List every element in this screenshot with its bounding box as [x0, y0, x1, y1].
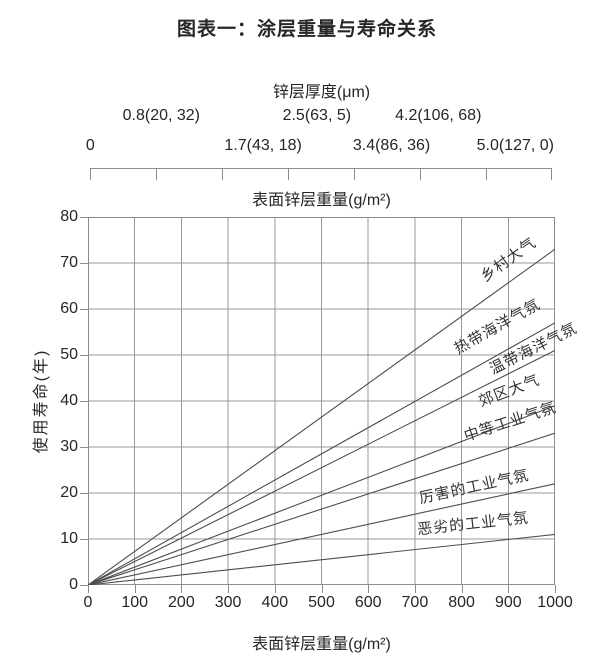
- y-tick-mark: [80, 217, 88, 218]
- ruler-tick-mark: [288, 169, 289, 180]
- y-tick-mark: [80, 585, 88, 586]
- x-tick-label: 900: [494, 594, 522, 611]
- plot-svg: [87, 217, 556, 586]
- thickness-tick-label: 2.5(63, 5): [282, 107, 352, 124]
- ruler-tick-mark: [90, 169, 91, 180]
- x-tick-label: 0: [83, 594, 93, 611]
- x-tick-mark: [555, 585, 556, 593]
- chart-title: 图表一：涂层重量与寿命关系: [176, 19, 437, 40]
- x-tick-label: 500: [308, 594, 335, 611]
- x-tick-mark: [414, 585, 416, 593]
- x-tick-label: 700: [401, 594, 429, 611]
- plot-border: [88, 217, 555, 585]
- y-tick-mark: [80, 309, 88, 310]
- x-tick-mark: [274, 585, 276, 593]
- x-tick-label: 1000: [537, 594, 573, 611]
- ruler-tick-mark: [420, 169, 421, 180]
- series-line-0: [87, 248, 556, 586]
- y-tick-mark: [80, 401, 88, 402]
- thickness-ruler: [90, 168, 552, 181]
- y-tick-mark: [80, 447, 88, 448]
- ruler-tick-mark: [354, 169, 355, 180]
- x-tick-mark: [461, 585, 463, 593]
- y-tick-label: 20: [60, 484, 78, 501]
- series-line-4: [87, 432, 556, 586]
- series-line-5: [87, 483, 556, 586]
- x-tick-label: 200: [168, 594, 195, 611]
- ruler-tick-mark: [222, 169, 223, 180]
- series-line-3: [87, 405, 556, 586]
- x-tick-label: 300: [214, 594, 242, 611]
- y-tick-label: 0: [69, 576, 78, 593]
- thickness-tick-label: 3.4(86, 36): [352, 137, 431, 154]
- y-axis-title: 使用寿命(年): [33, 348, 50, 454]
- y-tick-label: 50: [60, 346, 78, 363]
- series-line-6: [87, 533, 556, 586]
- y-tick-mark: [80, 539, 88, 540]
- y-tick-mark: [80, 355, 88, 356]
- x-tick-mark: [181, 585, 183, 593]
- y-tick-label: 70: [60, 254, 78, 271]
- thickness-tick-label: 0.8(20, 32): [122, 107, 201, 124]
- ruler-tick-mark: [156, 169, 157, 180]
- thickness-tick-label: 1.7(43, 18): [224, 137, 302, 154]
- y-tick-label: 60: [60, 300, 78, 317]
- thickness-tick-label: 4.2(106, 68): [395, 107, 482, 124]
- x-tick-mark: [88, 585, 89, 593]
- ruler-tick-mark: [486, 169, 487, 180]
- x-tick-mark: [134, 585, 136, 593]
- y-tick-label: 10: [60, 530, 78, 547]
- x-tick-mark: [228, 585, 230, 593]
- thickness-label-row-upper: 0.8(20, 32) 2.5(63, 5) 4.2(106, 68): [88, 107, 555, 127]
- y-tick-label: 80: [60, 208, 78, 225]
- x-axis-title: 表面锌层重量(g/m²): [252, 636, 391, 653]
- y-tick-mark: [80, 493, 88, 494]
- thickness-tick-label: 0: [85, 137, 95, 154]
- x-tick-mark: [368, 585, 370, 593]
- thickness-tick-label: 5.0(127, 0): [476, 137, 554, 154]
- thickness-label-row-lower: 0 1.7(43, 18) 3.4(86, 36) 5.0(127, 0): [85, 137, 555, 157]
- x-tick-label: 400: [261, 594, 289, 611]
- secondary-axis-title: 锌层厚度(μm): [272, 84, 371, 101]
- top-weight-axis-title: 表面锌层重量(g/m²): [252, 192, 391, 209]
- x-tick-label: 600: [354, 594, 382, 611]
- y-tick-mark: [80, 263, 88, 264]
- series-line-2: [87, 349, 556, 586]
- plot-area: 乡村大气 热带海洋气氛 温带海洋气氛 郊区大气 中等工业气氛 厉害的工业气氛 恶劣的工业气氛: [87, 217, 580, 586]
- x-tick-mark: [508, 585, 510, 593]
- ruler-tick-mark: [551, 169, 552, 180]
- y-tick-label: 30: [60, 438, 78, 455]
- y-tick-label: 40: [60, 392, 78, 409]
- x-tick-mark: [321, 585, 323, 593]
- x-tick-label: 100: [121, 594, 149, 611]
- x-tick-label: 800: [448, 594, 475, 611]
- series-line-1: [87, 322, 556, 586]
